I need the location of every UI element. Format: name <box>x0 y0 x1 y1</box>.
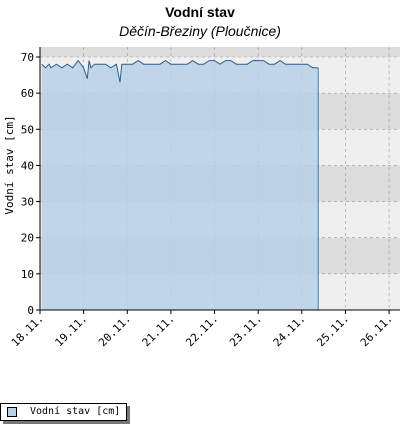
x-tick-label: 20.11. <box>96 312 133 349</box>
y-tick-label: 40 <box>21 159 34 172</box>
x-tick-label: 23.11. <box>227 312 264 349</box>
y-tick-label: 60 <box>21 87 34 100</box>
chart-subtitle: Děčín-Březiny (Ploučnice) <box>119 23 281 39</box>
x-tick-label: 21.11. <box>140 312 177 349</box>
y-tick-label: 10 <box>21 268 34 281</box>
series-line <box>41 59 319 83</box>
y-axis-label: Vodní stav [cm] <box>3 115 16 214</box>
x-tick-label: 26.11. <box>358 312 395 349</box>
background-band <box>40 47 400 57</box>
y-tick-label: 30 <box>21 196 34 209</box>
plot-area: 18.11. 19.11. 20.11. 21.11. 22.11. 23.11. 24.1… <box>9 47 400 349</box>
y-tick-label: 50 <box>21 123 34 136</box>
x-tick-label: 19.11. <box>52 312 89 349</box>
series-area <box>41 60 319 310</box>
y-tick-label: 0 <box>27 304 34 317</box>
legend-label: Vodní stav [cm] <box>30 406 121 417</box>
x-tick-label: 18.11. <box>9 312 46 349</box>
y-tick-label: 70 <box>21 51 34 64</box>
x-tick-label: 24.11. <box>271 312 308 349</box>
x-tick-label: 25.11. <box>314 312 351 349</box>
x-tick-label: 22.11. <box>183 312 220 349</box>
legend: Vodní stav [cm] <box>0 403 127 421</box>
legend-swatch <box>7 407 17 417</box>
chart-title: Vodní stav <box>165 4 235 20</box>
y-tick-label: 20 <box>21 232 34 245</box>
